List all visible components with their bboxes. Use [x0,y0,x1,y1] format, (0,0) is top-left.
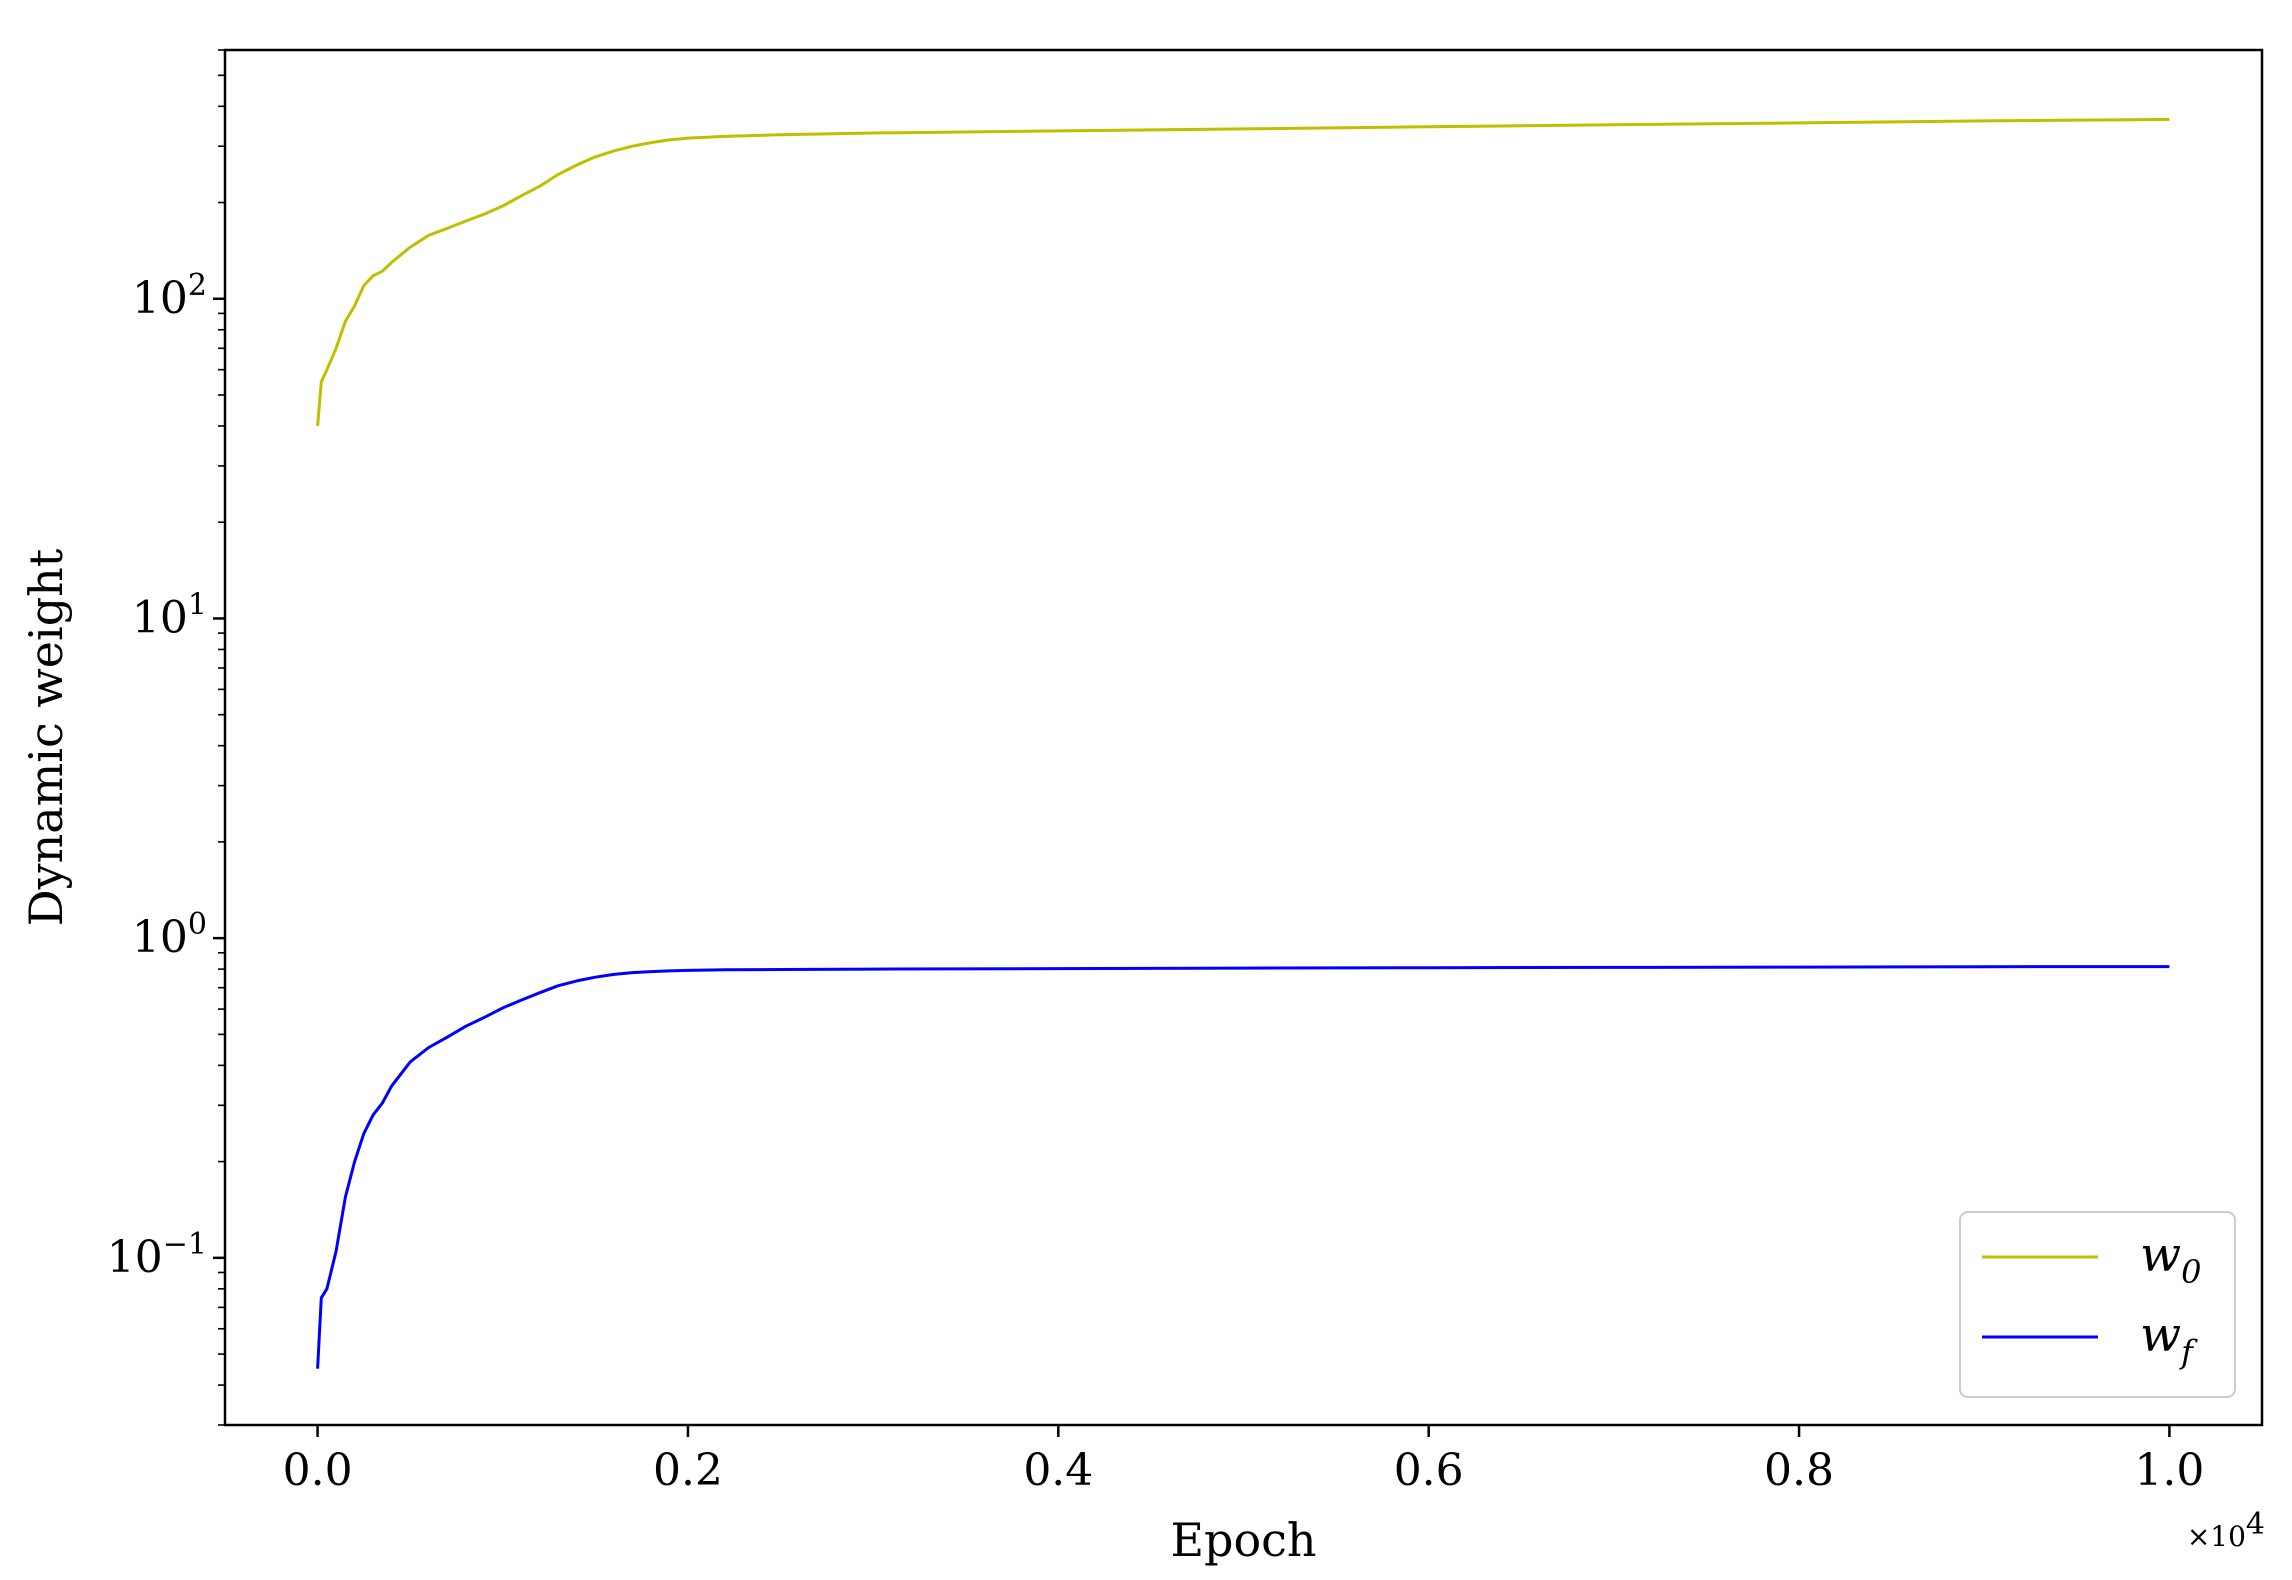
x-tick-label: 1.0 [2134,1445,2204,1496]
legend-label-w0-base: w [2140,1227,2181,1283]
y-tick-label-exponent: 2 [188,268,207,303]
y-tick-label-base: 10 [132,592,188,643]
y-tick-label: 101 [132,587,207,643]
legend-box [1959,1211,2236,1398]
y-tick-label-base: 10 [107,1232,163,1283]
y-tick-label: 100 [132,907,207,963]
x-axis-offset-text: ×104 [2187,1507,2265,1553]
y-tick-label-base: 10 [132,912,188,963]
y-tick-label-exponent: −1 [163,1227,207,1262]
plot-frame [223,48,2264,1427]
x-tick-label: 0.4 [1023,1445,1093,1496]
y-tick-label: 102 [132,268,207,324]
legend: w0 wf [1959,1211,2236,1398]
x-axis-ticks: 0.0 0.2 0.4 0.6 0.8 1.0 [283,1425,2204,1496]
y-tick-label-exponent: 0 [188,907,207,942]
y-tick-label: 10−1 [107,1227,207,1283]
y-axis-label: Dynamic weight [19,548,73,926]
legend-label-w0: w0 [2140,1227,2201,1291]
series-line-wf [316,965,2170,1369]
x-tick-label: 0.8 [1764,1445,1834,1496]
x-offset-multiplier: ×10 [2187,1520,2246,1553]
x-tick-label: 0.2 [653,1445,723,1496]
series-line-w0 [316,117,2170,427]
y-tick-label-exponent: 1 [188,587,207,622]
y-tick-label-base: 10 [132,273,188,324]
x-tick-label: 0.0 [283,1445,353,1496]
series-layer [316,117,2170,1369]
x-axis-label: Epoch [1170,1513,1316,1567]
legend-label-wf-base: w [2140,1307,2181,1363]
legend-label-w0-subscript: 0 [2181,1253,2201,1291]
x-tick-label: 0.6 [1394,1445,1464,1496]
x-offset-exponent: 4 [2246,1507,2265,1542]
